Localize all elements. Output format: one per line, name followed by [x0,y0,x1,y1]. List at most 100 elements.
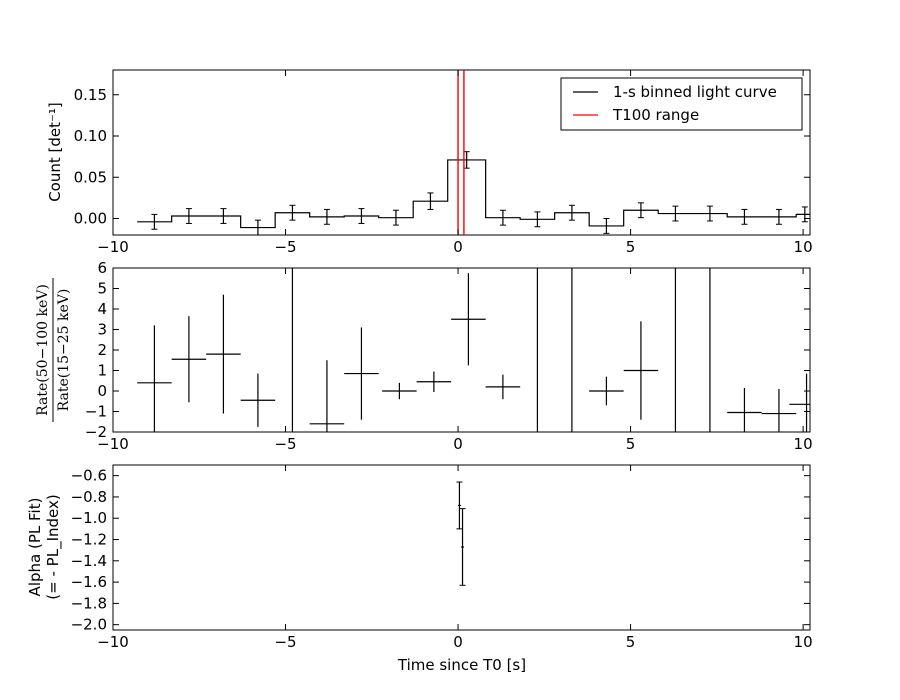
alpha-ytick-label: −0.6 [71,467,107,485]
light-curve-xtick-label: 0 [453,238,463,256]
alpha-panel: −10 −5 0 5 10 −2.0 −1.8 −1.6 −1.4 −1.2 −1.0 −0.8 −0… [26,464,813,674]
alpha-xtick-label: 5 [626,633,636,651]
alpha-y-label-line1: Alpha (PL Fit) [26,498,44,597]
alpha-xtick-label: −5 [274,633,296,651]
hardness-ratio-xtick-label: 10 [794,435,813,453]
light-curve-xtick-label: −5 [274,238,296,256]
light-curve-errorbar [220,208,227,224]
alpha-ytick-label: −1.4 [71,552,107,570]
hardness-ratio-point [344,327,379,420]
light-curve-ytick-label: 0.05 [74,168,107,186]
alpha-xtick-label: 10 [794,633,813,651]
light-curve-errorbar [254,219,261,235]
light-curve-errorbar [185,208,192,224]
hardness-ratio-point [789,373,810,432]
hardness-ratio-ytick-label: 4 [97,300,107,318]
alpha-ytick-label: −1.0 [71,509,107,527]
light-curve-errorbar [568,204,575,221]
alpha-y-ticks: −2.0 −1.8 −1.6 −1.4 −1.2 −1.0 −0.8 −0.6 [71,467,810,634]
light-curve-errorbar [151,213,158,230]
alpha-ytick-label: −2.0 [71,616,107,634]
hardness-ratio-point [309,360,345,432]
hardness-ratio-ytick-label: 1 [97,362,107,380]
alpha-ytick-label: −1.2 [71,531,107,549]
light-curve-errorbar [392,209,399,226]
hardness-ratio-y-label-numerator: Rate(50−100 keV) [35,284,51,416]
legend-box [560,77,803,131]
light-curve-step-line [137,159,810,229]
legend-label-light-curve: 1-s binned light curve [613,83,777,101]
light-curve-errorbar [534,211,541,228]
alpha-marks [456,481,466,586]
light-curve-xtick-label: −10 [97,238,129,256]
alpha-ytick-label: −0.8 [71,488,107,506]
hardness-ratio-x-ticks: −10 −5 0 5 10 [97,268,813,453]
alpha-y-label-line2: (= - PL_Index) [44,494,63,599]
hardness-ratio-point [137,325,172,432]
hardness-ratio-y-ticks: −2 −1 0 1 2 3 4 5 6 [85,259,810,441]
hardness-ratio-point [485,374,521,400]
hardness-ratio-point [171,316,207,403]
light-curve-xtick-label: 5 [626,238,636,256]
light-curve-errorbar [637,202,644,219]
hardness-ratio-ytick-label: 5 [97,280,107,298]
light-curve-y-ticks: 0.00 0.05 0.10 0.15 [74,86,810,228]
hardness-ratio-y-label-denominator: Rate(15−25 keV) [56,289,72,412]
hardness-ratio-point [623,321,659,420]
light-curve-errorbar [323,208,330,225]
hardness-ratio-xtick-label: −5 [274,435,296,453]
hardness-ratio-y-label: Rate(50−100 keV) Rate(15−25 keV) [35,278,72,422]
hardness-ratio-point [416,371,452,393]
light-curve-errorbar [499,209,506,226]
light-curve-errorbar [463,151,470,169]
hardness-ratio-ytick-label: 0 [97,382,107,400]
light-curve-errorbar [289,204,296,221]
hardness-ratio-marks [137,268,810,432]
hardness-ratio-xtick-label: 5 [626,435,636,453]
light-curve-x-ticks: −10 −5 0 5 10 [97,70,813,256]
hardness-ratio-point [240,373,276,427]
hardness-ratio-point [727,387,762,432]
light-curve-errorbar [427,192,434,210]
alpha-y-label: Alpha (PL Fit) (= - PL_Index) [26,494,63,599]
hardness-ratio-ytick-label: −1 [85,403,107,421]
alpha-point [459,508,466,586]
hardness-ratio-ytick-label: 2 [97,341,107,359]
alpha-ytick-label: −1.6 [71,573,107,591]
light-curve-panel: −10 −5 0 5 10 0.00 0.05 0.10 0.15 Count [det⁻¹]… [46,69,813,256]
light-curve-errorbar [741,208,748,225]
light-curve-marks [137,70,810,235]
light-curve-errorbar [672,205,679,222]
light-curve-errorbar [706,205,713,222]
hardness-ratio-xtick-label: −10 [97,435,129,453]
light-curve-errorbar [358,208,365,224]
hardness-ratio-ytick-label: 3 [97,321,107,339]
light-curve-ytick-label: 0.00 [74,210,107,228]
light-curve-axes [112,69,811,236]
light-curve-xtick-label: 10 [794,238,813,256]
light-curve-ytick-label: 0.15 [74,86,107,104]
light-curve-errorbar [801,206,808,223]
light-curve-y-label: Count [det⁻¹] [46,102,64,202]
hardness-ratio-point [451,273,486,366]
hardness-ratio-ytick-label: 6 [97,259,107,277]
alpha-xtick-label: −10 [97,633,129,651]
light-curve-ytick-label: 0.10 [74,127,107,145]
alpha-ytick-label: −1.8 [71,594,107,612]
hardness-ratio-point [761,388,797,432]
legend: 1-s binned light curve T100 range [560,77,803,131]
light-curve-errorbar [603,218,610,234]
hardness-ratio-point [382,382,417,400]
hardness-ratio-xtick-label: 0 [453,435,463,453]
hardness-ratio-point [206,294,241,414]
hardness-ratio-ytick-label: −2 [85,423,107,441]
alpha-point [456,481,463,530]
alpha-xtick-label: 0 [453,633,463,651]
x-axis-label: Time since T0 [s] [397,656,526,674]
alpha-axes [112,464,811,631]
hardness-ratio-point [589,376,624,406]
legend-label-t100: T100 range [612,106,699,124]
light-curve-errorbar [775,208,782,225]
